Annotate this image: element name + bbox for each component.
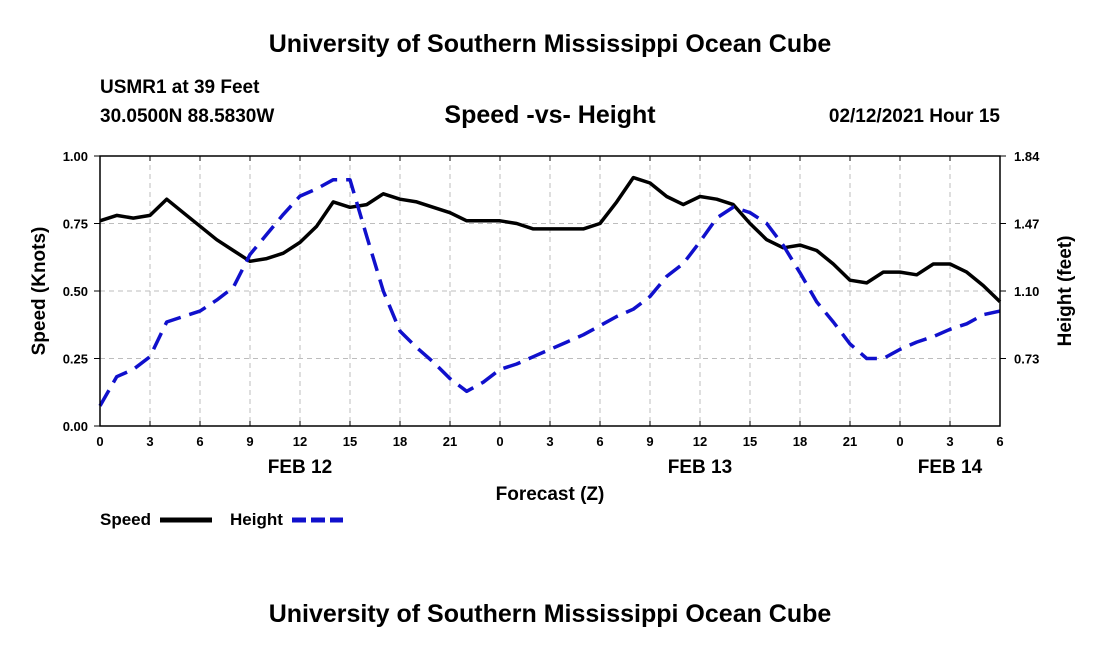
x-tick-label: 9 [246, 434, 253, 449]
x-tick-label: 18 [793, 434, 807, 449]
date-label: FEB 12 [268, 457, 332, 478]
x-tick-label: 12 [293, 434, 307, 449]
datetime-label: 02/12/2021 Hour 15 [828, 106, 1000, 127]
x-tick-label: 9 [646, 434, 653, 449]
x-tick-label: 0 [896, 434, 903, 449]
chart-ticks: 0 3 6 9 12 15 18 21 0 3 6 9 12 15 18 21 0 3 6 FEB 12 FEB 13 F… [63, 149, 1040, 478]
x-tick-label: 18 [393, 434, 407, 449]
x-tick-label: 6 [596, 434, 603, 449]
legend-speed-label: Speed [100, 510, 151, 529]
y2-tick-label: 1.47 [1014, 217, 1039, 232]
x-tick-label: 3 [146, 434, 153, 449]
x-tick-label: 3 [546, 434, 553, 449]
y-tick-label: 1.00 [63, 149, 88, 164]
page-title: University of Southern Mississippi Ocean… [268, 30, 832, 58]
series-line-speed [99, 175, 1002, 304]
x-tick-label: 21 [843, 434, 857, 449]
y2-tick-label: 0.73 [1014, 352, 1039, 367]
y-axis-label: Speed (Knots) [29, 227, 50, 356]
y2-tick-label: 1.84 [1014, 149, 1040, 164]
x-tick-label: 0 [96, 434, 103, 449]
x-axis-label: Forecast (Z) [496, 484, 605, 505]
x-tick-label: 12 [693, 434, 707, 449]
x-tick-label: 15 [343, 434, 357, 449]
date-label: FEB 14 [918, 457, 983, 478]
y-tick-label: 0.50 [63, 284, 88, 299]
x-tick-label: 21 [443, 434, 457, 449]
y2-tick-label: 1.10 [1014, 284, 1039, 299]
y-tick-label: 0.25 [63, 352, 88, 367]
station-label: USMR1 at 39 Feet [100, 77, 260, 98]
x-tick-label: 3 [946, 434, 953, 449]
legend-height-label: Height [230, 510, 283, 529]
x-tick-label: 15 [743, 434, 757, 449]
chart-legend: Speed Height [100, 510, 343, 529]
series-line-height [98, 177, 1001, 407]
footer-title: University of Southern Mississippi Ocean… [268, 600, 832, 628]
x-tick-label: 6 [996, 434, 1003, 449]
y-tick-label: 0.75 [63, 217, 88, 232]
chart-series [98, 175, 1002, 407]
x-tick-label: 0 [496, 434, 503, 449]
date-label: FEB 13 [668, 457, 732, 478]
x-tick-label: 6 [196, 434, 203, 449]
chart-grid [100, 156, 1000, 426]
coordinates-label: 30.0500N 88.5830W [100, 106, 275, 127]
chart-subtitle: Speed -vs- Height [444, 101, 656, 129]
y2-axis-label: Height (feet) [1055, 236, 1076, 347]
y-tick-label: 0.00 [63, 419, 88, 434]
